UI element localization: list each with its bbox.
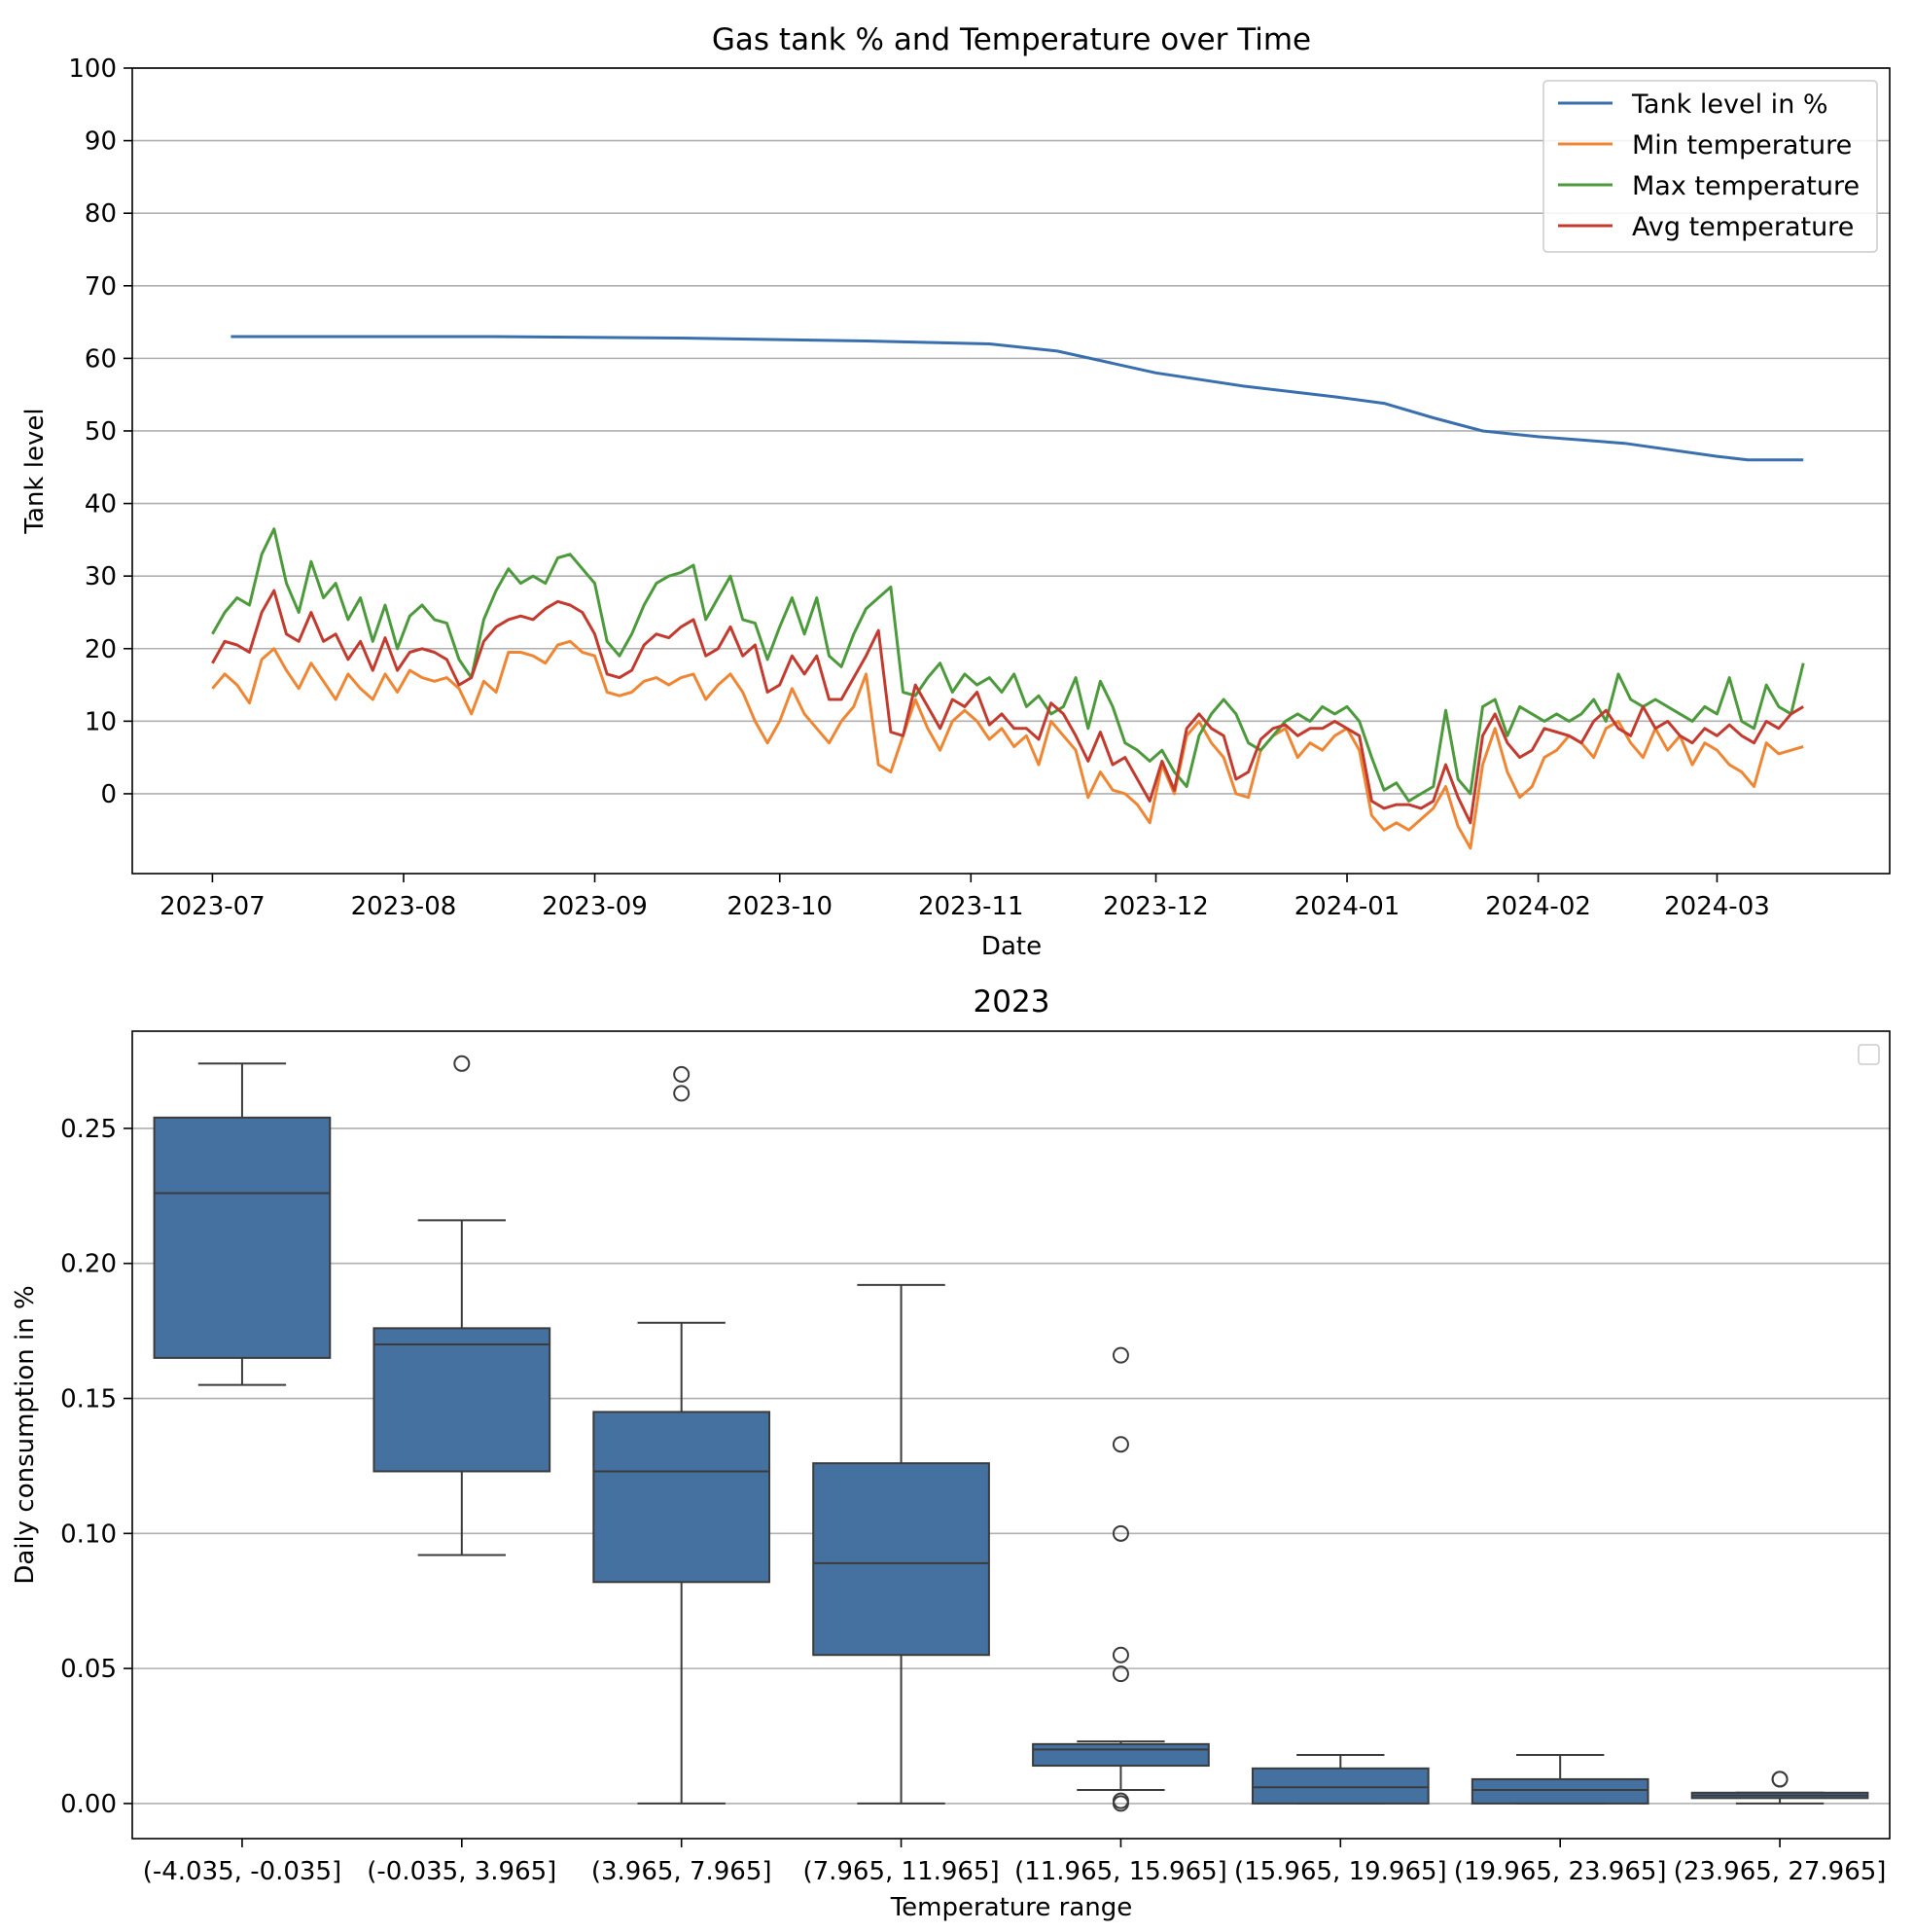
series-line-min-temperature — [211, 639, 1804, 850]
box-body — [1251, 1767, 1430, 1805]
outlier-point — [1112, 1436, 1129, 1453]
x-tick-label: (3.965, 7.965] — [591, 1857, 772, 1886]
line-chart-x-axis-label: Date — [981, 932, 1042, 961]
y-tick-label: 70 — [85, 272, 117, 302]
y-tick-label: 10 — [85, 707, 117, 736]
box-2 — [372, 1055, 551, 1556]
y-tick-label: 60 — [85, 344, 117, 374]
x-tick-label: 2023-12 — [1103, 892, 1209, 921]
outlier-point — [1112, 1795, 1129, 1812]
line-chart-series — [211, 335, 1805, 850]
legend-frame — [1542, 80, 1878, 253]
x-tick-label: 2023-09 — [542, 892, 648, 921]
legend-label: Min temperature — [1632, 130, 1852, 161]
box-chart: 2023 0.00 0.05 0.10 0.15 0.20 0.25 (-4.035, -… — [11, 984, 1891, 1922]
box-body — [592, 1411, 771, 1584]
x-tick-label: (-0.035, 3.965] — [367, 1857, 556, 1886]
x-tick-label: 2024-03 — [1664, 892, 1770, 921]
outlier-point — [1112, 1346, 1129, 1364]
x-tick-label: 2023-07 — [160, 892, 266, 921]
box-body — [153, 1116, 332, 1359]
y-tick-label: 0.25 — [60, 1115, 117, 1144]
box-chart-y-ticks: 0.00 0.05 0.10 0.15 0.20 0.25 — [60, 1115, 132, 1819]
y-tick-label: 40 — [85, 490, 117, 519]
box-chart-y-axis-label: Daily consumption in % — [11, 1285, 40, 1584]
empty-legend — [1858, 1044, 1880, 1065]
y-tick-label: 0 — [100, 780, 117, 809]
x-tick-label: (-4.035, -0.035] — [143, 1857, 341, 1886]
y-tick-label: 0.00 — [60, 1790, 117, 1819]
line-chart-y-ticks: 0 10 20 30 40 50 60 70 80 90 100 — [68, 54, 132, 809]
legend-label: Max temperature — [1632, 171, 1860, 201]
outlier-point — [1771, 1771, 1789, 1788]
x-tick-label: (23.965, 27.965] — [1674, 1857, 1887, 1886]
outlier-point — [453, 1055, 471, 1072]
y-tick-label: 0.05 — [60, 1655, 117, 1684]
x-tick-label: 2024-02 — [1485, 892, 1591, 921]
box-3 — [592, 1065, 771, 1805]
x-tick-label: (19.965, 23.965] — [1454, 1857, 1667, 1886]
x-tick-label: 2023-10 — [727, 892, 833, 921]
box-chart-title: 2023 — [974, 984, 1050, 1020]
outlier-point — [673, 1085, 691, 1102]
line-chart-legend: Tank level in % Min temperature Max temper… — [1542, 80, 1878, 253]
line-chart-y-axis-label: Tank level — [20, 408, 50, 534]
y-tick-label: 20 — [85, 635, 117, 664]
box-4 — [812, 1283, 990, 1805]
line-chart-frame — [131, 67, 1891, 875]
line-chart-title: Gas tank % and Temperature over Time — [712, 22, 1311, 57]
box-6 — [1251, 1753, 1430, 1805]
box-7 — [1471, 1753, 1649, 1805]
legend-label: Avg temperature — [1632, 212, 1854, 242]
series-line-avg-temperature — [211, 589, 1804, 825]
box-chart-frame — [131, 1030, 1891, 1840]
box-chart-boxes — [153, 1055, 1869, 1812]
box-5 — [1032, 1346, 1210, 1812]
y-tick-label: 0.10 — [60, 1520, 117, 1549]
x-tick-label: (11.965, 15.965] — [1014, 1857, 1227, 1886]
box-8 — [1690, 1771, 1869, 1805]
series-line-max-temperature — [211, 527, 1805, 803]
x-tick-label: (7.965, 11.965] — [802, 1857, 999, 1886]
y-tick-label: 80 — [85, 199, 117, 229]
outlier-point — [673, 1065, 691, 1083]
x-tick-label: 2023-08 — [351, 892, 457, 921]
box-chart-x-axis-label: Temperature range — [890, 1893, 1133, 1922]
box-body — [1032, 1742, 1210, 1768]
box-body — [372, 1327, 551, 1473]
y-tick-label: 100 — [68, 54, 117, 84]
box-1 — [153, 1062, 332, 1386]
y-tick-label: 0.15 — [60, 1385, 117, 1414]
box-chart-x-ticks: (-4.035, -0.035] (-0.035, 3.965] (3.965, 7… — [143, 1839, 1887, 1886]
y-tick-label: 30 — [85, 562, 117, 591]
outlier-point — [1112, 1646, 1129, 1664]
outlier-point — [1112, 1665, 1129, 1683]
series-line-tank-level-in- — [230, 335, 1804, 462]
x-tick-label: 2023-11 — [918, 892, 1024, 921]
line-chart-x-ticks: 2023-07 2023-08 2023-09 2023-10 2023-11 2023-… — [160, 874, 1770, 921]
x-tick-label: (15.965, 19.965] — [1234, 1857, 1447, 1886]
y-tick-label: 0.20 — [60, 1250, 117, 1279]
box-body — [1471, 1777, 1649, 1805]
x-tick-label: 2024-01 — [1294, 892, 1400, 921]
outlier-point — [1112, 1524, 1129, 1542]
line-chart: Gas tank % and Temperature over Time 0 10… — [20, 22, 1891, 961]
legend-label: Tank level in % — [1631, 89, 1828, 120]
box-body — [812, 1462, 990, 1657]
y-tick-label: 90 — [85, 127, 117, 157]
y-tick-label: 50 — [85, 417, 117, 447]
